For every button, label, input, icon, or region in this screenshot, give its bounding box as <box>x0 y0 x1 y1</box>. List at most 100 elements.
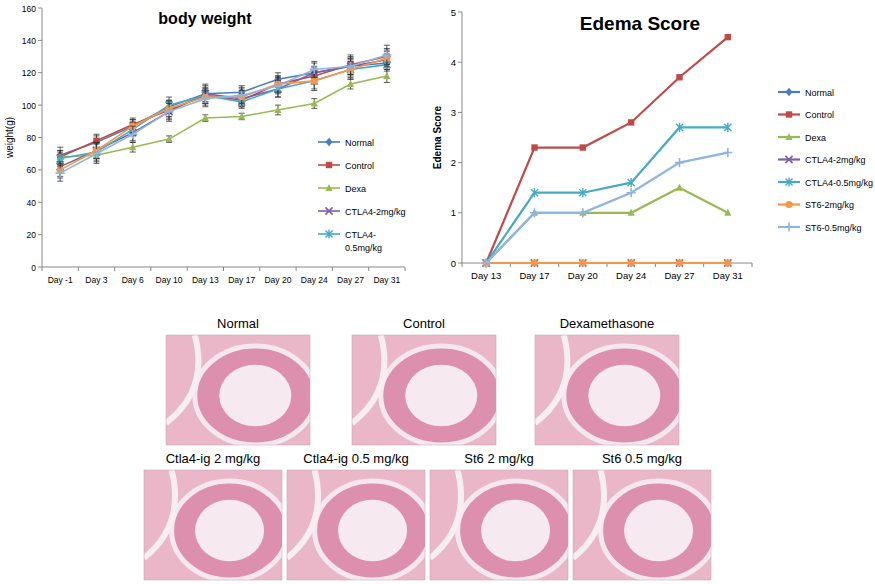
data-point <box>628 178 635 187</box>
y-tick <box>458 263 462 264</box>
panel-frame <box>535 335 679 445</box>
legend-label: CTLA4-2mg/kg <box>345 207 406 217</box>
series-line <box>486 153 728 263</box>
y-tick <box>38 267 42 268</box>
y-tick-label: 4 <box>451 57 456 68</box>
data-point <box>676 259 683 267</box>
legend-marker <box>784 222 793 231</box>
x-tick <box>187 267 188 271</box>
y-tick <box>458 112 462 113</box>
joint-space <box>144 470 175 558</box>
data-point <box>164 107 173 116</box>
histology-image <box>166 335 310 445</box>
data-point <box>628 119 634 125</box>
x-tick <box>114 267 115 271</box>
legend-label: Dexa <box>345 184 366 194</box>
y-tick <box>458 62 462 63</box>
y-tick-label: 20 <box>27 230 37 240</box>
marrow-region <box>219 365 291 427</box>
legend-marker <box>785 133 792 140</box>
data-point <box>579 259 586 266</box>
data-point <box>346 62 355 71</box>
data-point <box>628 209 635 216</box>
histology-image <box>430 470 568 580</box>
data-point <box>579 188 586 197</box>
x-tick <box>462 263 463 267</box>
data-point <box>531 259 538 266</box>
data-point <box>531 188 538 197</box>
legend-label-part: 0.5mg/kg <box>345 243 382 253</box>
marrow-region <box>588 365 660 427</box>
data-point <box>129 143 136 150</box>
panel-frame <box>573 470 711 580</box>
x-tick <box>405 267 406 271</box>
panel-label: Ctla4-ig 0.5 mg/kg <box>303 451 409 466</box>
histology-panel: Ctla4-ig 0.5 mg/kg <box>287 451 431 580</box>
error-bar <box>202 115 208 121</box>
x-tick <box>368 267 369 271</box>
series <box>483 123 732 268</box>
marrow-region <box>481 500 550 562</box>
data-point <box>92 149 101 158</box>
chart-title: Edema Score <box>580 13 700 34</box>
x-tick-label: Day 27 <box>337 275 364 285</box>
data-point <box>676 259 683 266</box>
series-line <box>486 37 728 263</box>
y-tick-label: 2 <box>451 157 456 168</box>
y-tick <box>38 8 42 9</box>
panel-label: St6 0.5 mg/kg <box>602 451 682 466</box>
panel-label: Control <box>403 316 445 331</box>
histology-image <box>535 335 679 445</box>
series-line <box>486 262 728 264</box>
y-tick-label: 5 <box>451 7 456 18</box>
histology-panel: Normal <box>166 316 316 445</box>
data-point <box>311 77 318 84</box>
legend: NormalControlDexaCTLA4-2mg/kgCTLA4-0.5mg… <box>778 88 873 233</box>
series <box>482 148 733 268</box>
y-tick <box>38 202 42 203</box>
data-point <box>579 259 586 266</box>
joint-space <box>535 335 567 423</box>
data-point <box>530 208 539 217</box>
series-line <box>486 262 728 264</box>
x-tick-label: Day 31 <box>373 275 400 285</box>
legend-label: Control <box>345 161 374 171</box>
y-tick-label: 0 <box>451 258 456 269</box>
data-point <box>724 259 731 266</box>
joint-space <box>352 335 384 423</box>
y-tick-label: 0 <box>31 263 36 273</box>
y-tick-label: 1 <box>451 207 456 218</box>
data-point <box>627 188 636 197</box>
series-line <box>486 127 728 263</box>
panel-label: Normal <box>217 316 259 331</box>
data-point <box>128 130 137 139</box>
x-tick <box>223 267 224 271</box>
legend-label: CTLA4-0.5mg/kg <box>345 230 382 253</box>
plot-area <box>482 34 733 268</box>
legend-marker <box>785 88 792 96</box>
x-tick <box>42 267 43 271</box>
x-tick-label: Day 3 <box>85 275 107 285</box>
joint-space <box>430 470 461 558</box>
y-tick-label: 100 <box>22 101 36 111</box>
chart: body weightweight(g)02040608010012014016… <box>4 4 406 286</box>
x-tick-label: Day 20 <box>568 270 598 281</box>
x-tick <box>150 267 151 271</box>
legend-label: CTLA4-2mg/kg <box>805 155 866 165</box>
data-point <box>676 74 682 80</box>
legend-marker <box>325 138 332 146</box>
legend-label: CTLA4-0.5mg/kg <box>805 178 873 188</box>
data-point <box>579 259 586 267</box>
legend: NormalControlDexaCTLA4-2mg/kgCTLA4-0.5mg… <box>318 138 406 253</box>
data-point <box>531 144 537 150</box>
error-bar <box>166 136 172 142</box>
legend-marker <box>325 184 332 191</box>
series-line <box>486 262 728 264</box>
bone-region <box>315 481 425 580</box>
y-tick <box>38 105 42 106</box>
legend-marker <box>325 229 332 238</box>
figure: body weightweight(g)02040608010012014016… <box>0 0 875 584</box>
data-point <box>56 169 65 178</box>
histology-panel: St6 0.5 mg/kg <box>573 451 717 580</box>
legend-marker <box>325 207 332 214</box>
